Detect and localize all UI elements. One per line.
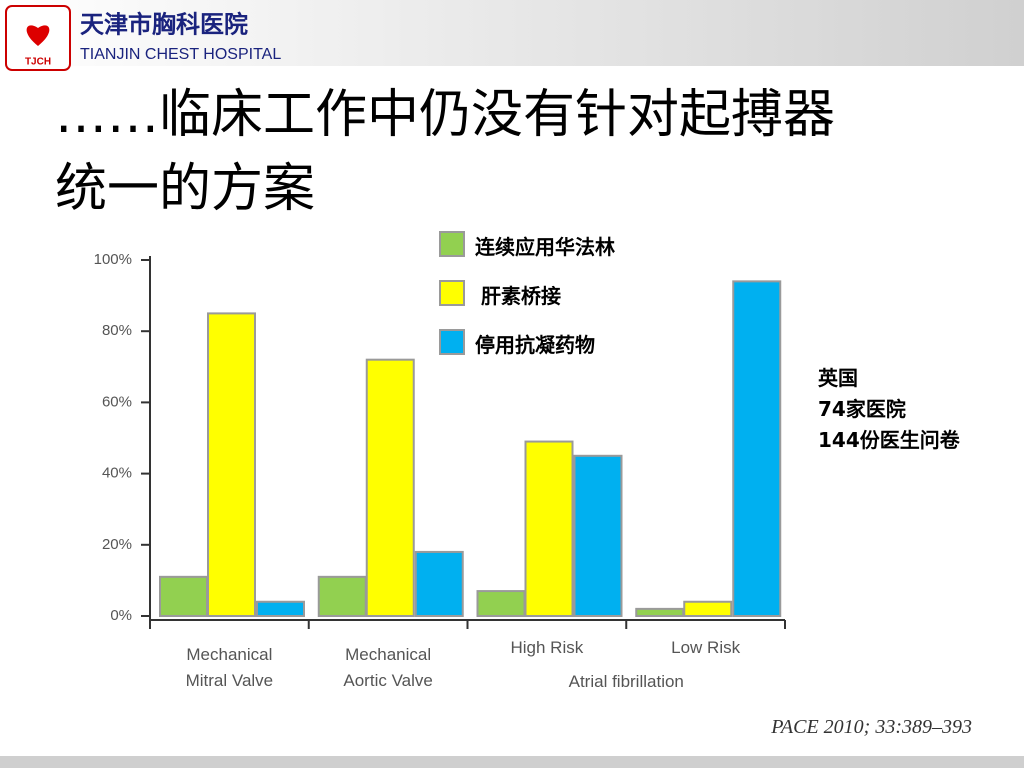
legend-swatch	[439, 231, 465, 257]
y-tick-label: 0%	[110, 607, 132, 624]
x-tick-label: Mechanical Mitral Valve	[185, 645, 274, 690]
y-tick-label: 60%	[102, 393, 132, 410]
legend-swatch	[439, 329, 465, 355]
title-line: ……临床工作中仍没有针对起搏器	[55, 85, 836, 145]
logo-text: TJCH	[25, 57, 51, 68]
hospital-cn: 天津市胸科医院	[80, 10, 248, 39]
citation: PACE 2010; 33:389–393	[771, 716, 972, 738]
legend-label: 停用抗凝药物	[475, 333, 595, 357]
bar	[573, 454, 623, 617]
header-band	[0, 0, 1024, 66]
note-line: 74家医院	[818, 397, 906, 421]
bar	[476, 590, 526, 618]
legend-label: 肝素桥接	[481, 284, 561, 308]
legend-swatch	[439, 280, 465, 306]
bar	[207, 312, 256, 617]
bar	[317, 575, 367, 618]
title-line: 统一的方案	[55, 159, 316, 219]
bar	[524, 440, 574, 617]
bar	[159, 575, 208, 618]
logo-heart	[26, 25, 50, 46]
note-line: 144份医生问卷	[818, 428, 960, 452]
y-tick-label: 20%	[102, 536, 132, 553]
footer-band	[0, 756, 1024, 768]
bar	[635, 607, 685, 618]
x-tick-label: Mechanical Aortic Valve	[343, 645, 433, 690]
x-tick-label: Low Risk	[671, 638, 741, 657]
bar	[414, 550, 464, 617]
y-tick-label: 80%	[102, 322, 132, 339]
note-line: 英国	[818, 366, 858, 390]
bar	[683, 600, 733, 618]
legend-label: 连续应用华法林	[475, 235, 615, 259]
x-tick-label: High Risk	[510, 638, 584, 657]
bar	[256, 600, 305, 618]
bar	[365, 358, 415, 617]
y-tick-label: 40%	[102, 465, 132, 482]
x-group-label: Atrial fibrillation	[568, 672, 684, 691]
bar	[732, 280, 782, 617]
y-tick-label: 100%	[94, 251, 132, 268]
hospital-en: TIANJIN CHEST HOSPITAL	[80, 46, 281, 63]
